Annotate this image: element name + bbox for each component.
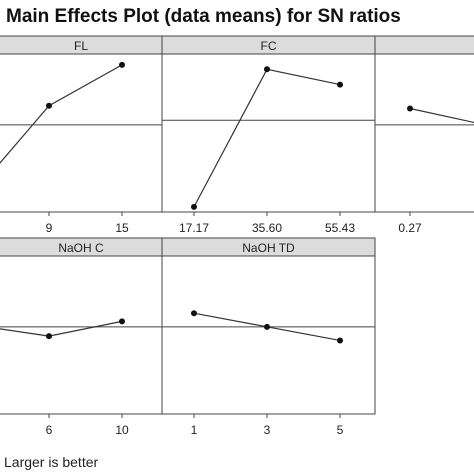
data-point (191, 203, 197, 210)
x-tick-label: 15 (115, 221, 129, 235)
data-point (119, 318, 125, 325)
data-point (191, 310, 197, 317)
x-tick-label: 9 (46, 221, 53, 235)
panel-title: NaOH TD (242, 241, 295, 255)
x-tick-label: 5 (337, 423, 344, 437)
series-line (0, 64, 123, 164)
x-tick-label: 1 (191, 423, 198, 437)
larger-is-better-note: Larger is better (4, 454, 98, 470)
data-point (337, 81, 343, 88)
panel-3: 0.270 (374, 35, 474, 235)
panel-2: FC 17.17 35.60 55.43 (161, 35, 376, 235)
series-line (409, 107, 474, 124)
panel-title: FC (261, 39, 277, 53)
x-tick-label: 3 (264, 423, 271, 437)
panel-frame (0, 53, 163, 213)
panel-frame (161, 255, 376, 415)
panel-frame (374, 53, 474, 213)
data-point (46, 333, 52, 340)
x-tick-label: 55.43 (325, 221, 355, 235)
series-line (0, 320, 123, 337)
x-tick-label: 17.17 (179, 221, 209, 235)
figure-title: Main Effects Plot (data means) for SN ra… (6, 6, 401, 27)
panel-frame (0, 255, 163, 415)
x-tick-label: 0.27 (398, 221, 422, 235)
panel-frame (161, 53, 376, 213)
panel-strip (374, 35, 474, 55)
data-point (264, 66, 270, 73)
data-point (46, 102, 52, 109)
panel-4: NaOH C 6 10 (0, 237, 163, 437)
series-line (193, 68, 341, 208)
panel-title: FL (74, 39, 88, 53)
data-point (264, 323, 270, 330)
panel-5: NaOH TD 1 3 5 (161, 237, 376, 437)
data-point (407, 105, 413, 112)
x-tick-label: 10 (115, 423, 129, 437)
panel-title: NaOH C (58, 241, 104, 255)
panel-1: FL 9 15 (0, 35, 163, 235)
x-tick-label: 35.60 (252, 221, 282, 235)
data-point (337, 337, 343, 344)
x-tick-label: 6 (46, 423, 53, 437)
data-point (119, 61, 125, 68)
